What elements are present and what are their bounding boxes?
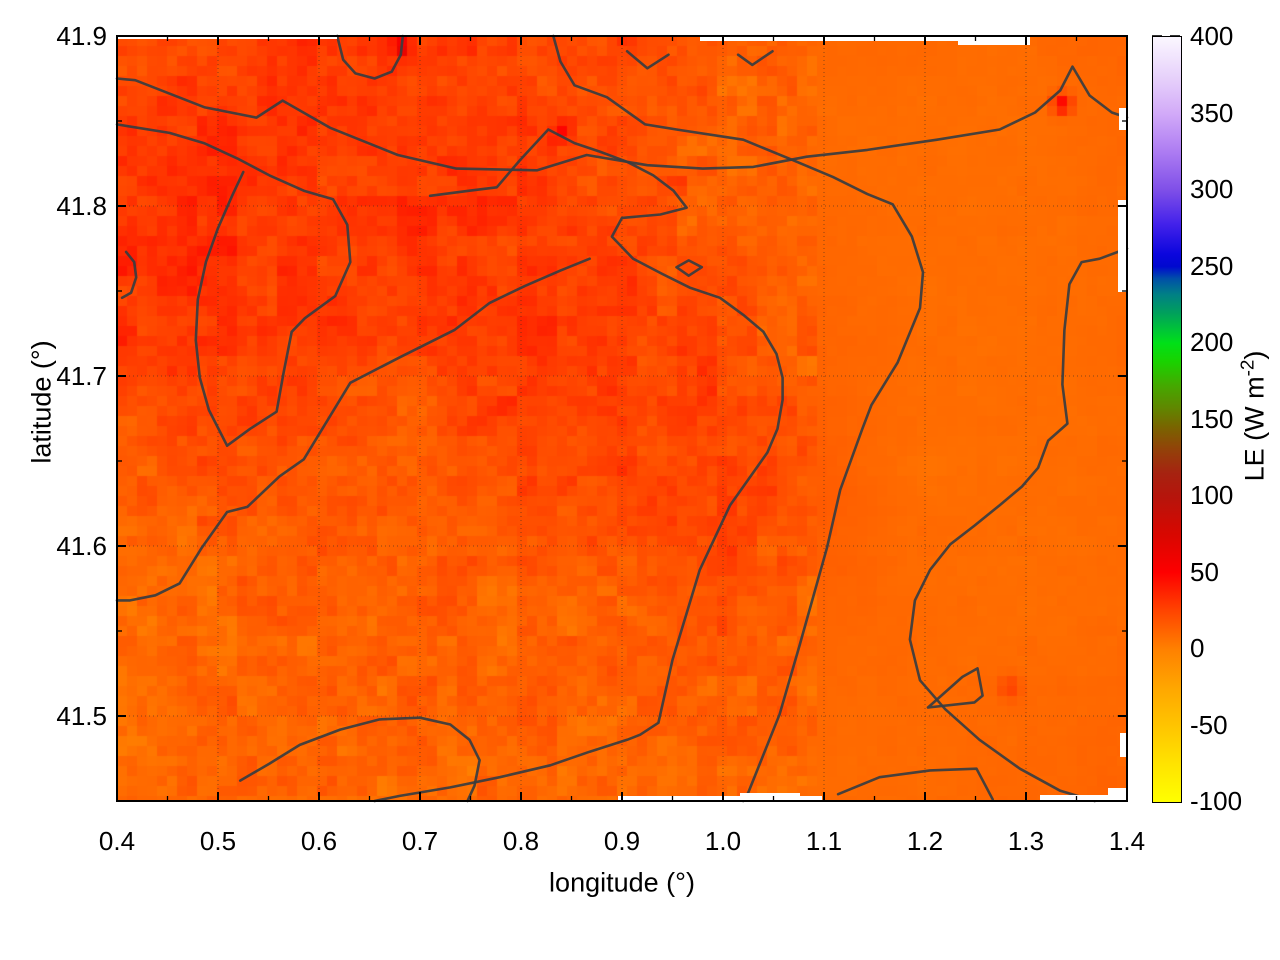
c-right-long [908,247,1129,803]
c-left-hook [120,250,138,300]
c-top-long [115,65,1129,172]
tick-marks [116,35,1128,802]
colorbar-title-sup: -2 [1237,359,1259,377]
c-small-diamond [675,259,704,278]
colorbar-title-close: ) [1239,350,1270,360]
x-tick-label: 0.5 [199,826,237,856]
c-bottom-arc [836,767,995,801]
c-mid-diagonal [115,257,592,602]
c-left-wedge [115,123,352,448]
x-tick-label: 1.0 [704,826,742,856]
y-tick-label: 41.9 [56,21,107,51]
plot-frame [116,35,1128,802]
c-upper-right-descent [551,34,925,803]
colorbar-tick-label: 150 [1190,403,1234,434]
gridlines [117,36,1127,801]
x-tick-label: 0.9 [603,826,641,856]
c-top-v [625,49,670,70]
x-tick-label: 1.2 [906,826,944,856]
colorbar-tick-label: -100 [1190,786,1243,816]
x-tick-label: 1.4 [1108,826,1146,856]
c-bottom-left-bump [238,716,481,803]
colorbar-tick-label: 100 [1190,480,1234,510]
colorbar-tick-label: 400 [1190,21,1234,51]
colorbar-tick-label: -50 [1190,709,1228,740]
x-tick-label: 0.7 [401,826,439,856]
c-top-check [736,49,774,67]
x-tick-label: 0.8 [502,826,540,856]
colorbar [1152,36,1182,803]
c-hat-beak-loop [373,128,784,803]
y-tick-label: 41.5 [56,701,107,731]
colorbar-tick-label: 50 [1190,556,1219,587]
c-small-triangle [926,667,984,709]
y-axis-title: latitude (°) [26,340,57,464]
colorbar-title: LE (W m-2) [1237,350,1270,482]
colorbar-tick-label: 300 [1190,174,1234,204]
colorbar-tick-label: 250 [1190,250,1234,281]
missing-data-notches [117,36,1127,801]
contour-lines [115,34,1129,803]
y-tick-label: 41.8 [56,191,107,221]
y-tick-label: 41.6 [56,531,107,561]
x-tick-label: 1.1 [805,826,843,856]
colorbar-tick-label: 350 [1190,97,1234,128]
x-tick-label: 0.6 [300,826,338,856]
x-axis-title: longitude (°) [549,867,695,898]
colorbar-title-main: LE (W m [1239,376,1270,482]
colorbar-tick-label: 0 [1190,633,1205,663]
y-tick-label: 41.7 [56,361,107,391]
x-tick-label: 1.3 [1007,826,1045,856]
x-tick-label: 0.4 [98,826,136,856]
colorbar-tick-label: 200 [1190,327,1234,357]
c-top-u [335,34,405,80]
heatmap-raster [117,36,1127,801]
